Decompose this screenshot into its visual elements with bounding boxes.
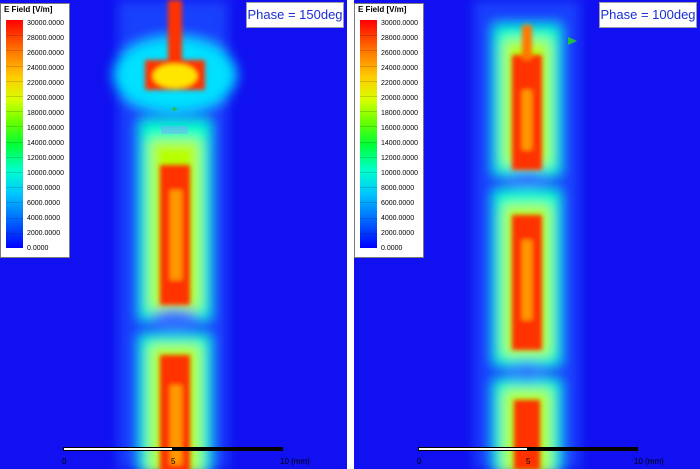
legend-band-divider — [6, 187, 23, 189]
legend-band-divider — [360, 232, 377, 234]
legend-band-divider — [6, 156, 23, 158]
scale-label: 5 — [171, 457, 176, 466]
legend-band-divider — [6, 126, 23, 128]
legend-band-divider — [6, 232, 23, 234]
arrow-marker-icon — [172, 106, 179, 112]
legend-title-right: E Field [V/m] — [358, 5, 407, 14]
legend-tick: 14000.0000 — [381, 140, 418, 147]
legend-tick: 16000.0000 — [27, 125, 64, 132]
legend-band-divider — [6, 217, 23, 219]
legend-band-divider — [360, 187, 377, 189]
scale-bar-white-segment — [63, 447, 173, 451]
legend-tick: 24000.0000 — [27, 65, 64, 72]
phase-label-left: Phase = 150deg — [246, 2, 344, 28]
legend-tick: 30000.0000 — [381, 20, 418, 27]
legend-band-divider — [360, 172, 377, 173]
legend-band-divider — [6, 172, 23, 173]
legend-colorbar-right — [360, 20, 377, 248]
field-plot-right[interactable]: Phase = 100deg E Field [V/m] 30000.0000 … — [354, 0, 700, 469]
legend-tick: 20000.0000 — [381, 95, 418, 102]
scale-bar-right — [418, 447, 638, 451]
legend-tick: 12000.0000 — [381, 155, 418, 162]
legend-tick: 28000.0000 — [381, 35, 418, 42]
legend-tick: 26000.0000 — [381, 50, 418, 57]
e-field-map-left — [113, 0, 237, 469]
legend-band-divider — [6, 50, 23, 52]
legend-band-divider — [360, 217, 377, 219]
legend-tick: 22000.0000 — [27, 80, 64, 87]
legend-band-divider — [360, 111, 377, 113]
legend-tick: 28000.0000 — [27, 35, 64, 42]
legend-tick: 10000.0000 — [27, 170, 64, 177]
scale-bar-left — [63, 447, 283, 451]
legend-tick: 6000.0000 — [381, 200, 415, 207]
e-field-map-right — [474, 0, 580, 469]
legend-tick: 0.0000 — [381, 245, 403, 252]
legend-band-divider — [360, 141, 377, 143]
legend-tick: 22000.0000 — [381, 80, 418, 87]
legend-band-divider — [6, 35, 23, 37]
legend-band-divider — [6, 141, 23, 143]
legend-tick: 6000.0000 — [27, 200, 61, 207]
scale-bar-black-segment — [528, 447, 638, 451]
legend-tick: 10000.0000 — [381, 170, 418, 177]
legend-tick: 2000.0000 — [27, 230, 61, 237]
legend-band-divider — [6, 111, 23, 113]
scale-label: 0 — [417, 457, 422, 466]
legend-tick: 30000.0000 — [27, 20, 64, 27]
legend-title-left: E Field [V/m] — [4, 5, 53, 14]
legend-tick: 26000.0000 — [27, 50, 64, 57]
legend-band-divider — [360, 156, 377, 158]
legend-band-divider — [360, 202, 377, 204]
legend-tick: 4000.0000 — [381, 215, 415, 222]
legend-band-divider — [6, 80, 23, 82]
scale-label: 10 (mm) — [634, 457, 664, 466]
scale-bar-white-segment — [418, 447, 528, 451]
legend-tick: 18000.0000 — [381, 110, 418, 117]
color-legend-left: E Field [V/m] 30000.0000 28000.0000 2600… — [0, 3, 70, 258]
legend-colorbar-left — [6, 20, 23, 248]
arrow-marker-icon — [568, 37, 577, 45]
legend-tick: 20000.0000 — [27, 95, 64, 102]
field-plot-left[interactable]: Phase = 150deg E Field [V/m] 30000.0000 … — [0, 0, 347, 469]
legend-tick: 24000.0000 — [381, 65, 418, 72]
legend-band-divider — [360, 80, 377, 82]
legend-tick: 12000.0000 — [27, 155, 64, 162]
legend-band-divider — [360, 65, 377, 67]
legend-tick: 18000.0000 — [27, 110, 64, 117]
legend-band-divider — [360, 50, 377, 52]
legend-band-divider — [360, 126, 377, 128]
scale-label: 5 — [526, 457, 531, 466]
legend-tick: 8000.0000 — [381, 185, 415, 192]
legend-band-divider — [6, 96, 23, 97]
legend-tick: 2000.0000 — [381, 230, 415, 237]
legend-tick: 16000.0000 — [381, 125, 418, 132]
legend-band-divider — [360, 35, 377, 37]
color-legend-right: E Field [V/m] 30000.0000 28000.0000 2600… — [354, 3, 424, 258]
legend-band-divider — [6, 202, 23, 204]
scale-label: 10 (mm) — [280, 457, 310, 466]
scale-bar-black-segment — [173, 447, 283, 451]
legend-tick: 0.0000 — [27, 245, 49, 252]
legend-tick: 8000.0000 — [27, 185, 61, 192]
legend-tick: 4000.0000 — [27, 215, 61, 222]
phase-label-right: Phase = 100deg — [599, 2, 697, 28]
scale-label: 0 — [62, 457, 67, 466]
legend-band-divider — [6, 65, 23, 67]
legend-band-divider — [360, 96, 377, 97]
legend-tick: 14000.0000 — [27, 140, 64, 147]
